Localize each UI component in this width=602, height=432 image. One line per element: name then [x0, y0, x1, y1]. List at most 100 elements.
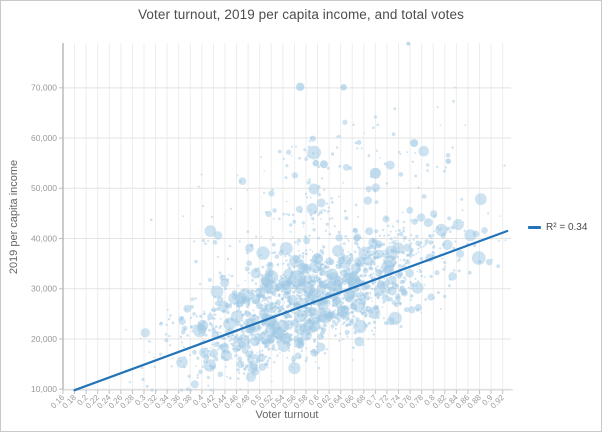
- data-point: [446, 226, 451, 231]
- data-point: [383, 277, 386, 280]
- data-point: [223, 349, 227, 352]
- data-point: [415, 234, 419, 238]
- data-point: [414, 174, 418, 178]
- data-point: [276, 354, 279, 357]
- data-point: [213, 231, 223, 240]
- data-point: [217, 371, 224, 378]
- data-point: [276, 306, 280, 310]
- data-point: [180, 315, 185, 320]
- data-point: [335, 254, 337, 257]
- data-point: [236, 174, 239, 177]
- data-point: [248, 311, 250, 314]
- data-point: [261, 265, 265, 269]
- data-point: [343, 283, 346, 286]
- notable-bubble: [410, 139, 419, 148]
- data-point: [396, 233, 399, 236]
- data-point: [213, 356, 219, 362]
- data-point: [427, 293, 435, 301]
- data-point: [312, 273, 314, 276]
- data-point: [286, 263, 290, 267]
- data-point: [373, 326, 376, 329]
- data-point: [264, 363, 268, 366]
- data-point: [226, 375, 229, 378]
- data-point: [193, 240, 196, 243]
- data-point: [393, 107, 397, 111]
- data-point: [356, 140, 362, 145]
- data-point: [325, 222, 329, 226]
- data-point: [457, 258, 461, 262]
- data-point: [352, 227, 358, 233]
- data-point: [251, 319, 254, 322]
- data-point: [398, 264, 402, 268]
- data-point: [299, 325, 302, 328]
- data-point: [365, 185, 372, 193]
- data-point: [320, 327, 324, 331]
- data-point: [271, 236, 274, 239]
- data-point: [244, 266, 250, 272]
- data-point: [232, 336, 240, 343]
- data-point: [301, 251, 305, 255]
- data-point: [253, 313, 256, 317]
- data-point: [381, 242, 386, 247]
- data-point: [400, 288, 408, 296]
- data-point: [283, 286, 286, 289]
- data-point: [245, 305, 249, 308]
- data-point: [377, 296, 380, 299]
- data-point: [299, 210, 303, 213]
- data-point: [375, 268, 379, 273]
- data-point: [287, 347, 290, 350]
- data-point: [245, 350, 254, 359]
- data-point: [208, 312, 212, 315]
- data-point: [404, 262, 407, 265]
- data-point: [207, 384, 210, 387]
- data-point: [246, 260, 252, 267]
- data-point: [301, 293, 304, 296]
- data-point: [373, 263, 376, 266]
- data-point: [314, 355, 317, 357]
- data-point: [192, 312, 196, 316]
- data-point: [291, 366, 294, 369]
- data-point: [250, 349, 253, 351]
- data-point: [323, 261, 326, 263]
- data-point: [190, 325, 194, 329]
- data-point: [435, 165, 439, 169]
- data-point: [335, 304, 338, 307]
- data-point: [298, 295, 301, 298]
- data-point: [248, 271, 251, 274]
- data-point: [265, 327, 269, 330]
- data-point: [283, 320, 294, 330]
- data-point: [406, 151, 409, 154]
- data-point: [498, 239, 500, 242]
- data-point: [391, 132, 396, 137]
- data-point: [356, 215, 360, 218]
- data-point: [376, 256, 380, 260]
- data-point: [256, 341, 260, 344]
- data-point: [395, 295, 401, 302]
- data-point: [440, 233, 446, 239]
- data-point: [432, 245, 435, 249]
- data-point: [220, 350, 232, 362]
- y-gridlines: [63, 87, 511, 390]
- data-point: [388, 234, 391, 237]
- data-point: [367, 191, 370, 193]
- data-point: [369, 273, 373, 277]
- data-point: [150, 388, 154, 392]
- data-point: [139, 337, 142, 340]
- data-point: [283, 291, 287, 294]
- data-point: [421, 194, 427, 199]
- data-point: [194, 297, 197, 300]
- y-axis-title: 2019 per capita income: [8, 159, 20, 275]
- data-point: [271, 242, 276, 247]
- data-point: [349, 299, 353, 303]
- data-point: [369, 254, 372, 257]
- data-point: [230, 274, 234, 278]
- data-point: [363, 298, 367, 302]
- data-point: [365, 313, 368, 316]
- data-point: [277, 149, 282, 154]
- data-point: [263, 345, 267, 348]
- data-point: [301, 314, 304, 317]
- data-point: [290, 323, 293, 326]
- data-point: [383, 281, 385, 284]
- data-point: [372, 250, 376, 254]
